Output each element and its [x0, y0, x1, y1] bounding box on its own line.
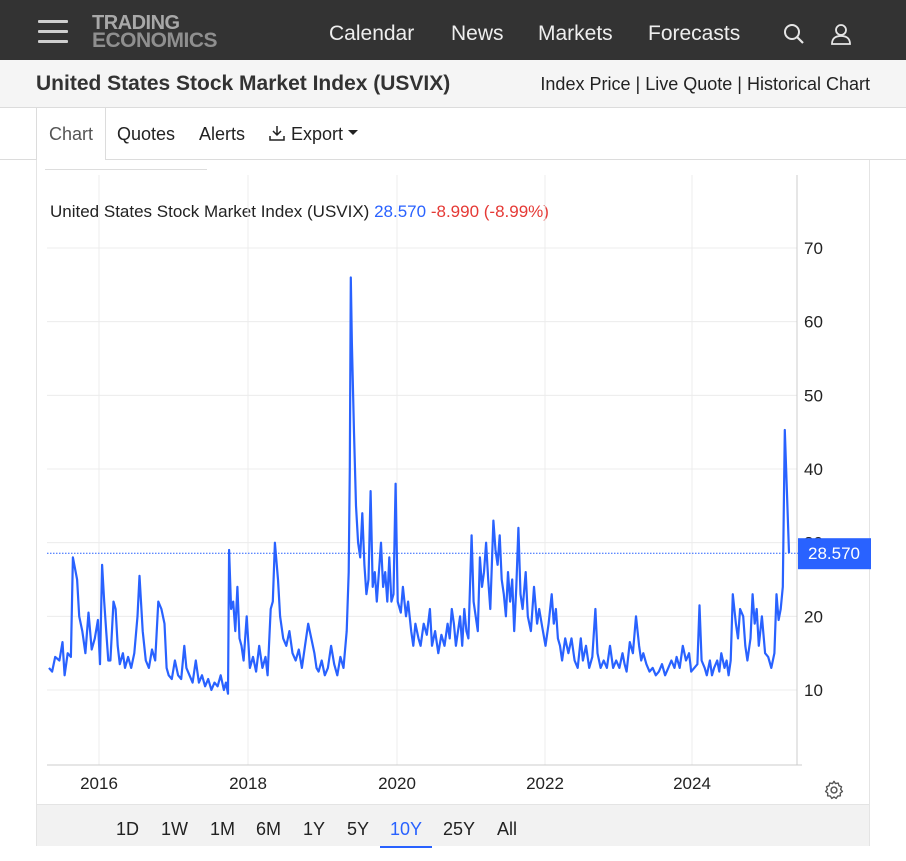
range-button-25y[interactable]: 25Y — [443, 819, 476, 839]
price-chart[interactable]: 102030405060702016201820202022202428.570 — [37, 160, 871, 804]
y-tick-label: 10 — [804, 681, 823, 700]
tab-bar: Chart Quotes Alerts Export — [0, 108, 906, 160]
nav-markets[interactable]: Markets — [538, 22, 613, 45]
settings-gear-icon[interactable] — [823, 779, 845, 801]
last-value-label: 28.570 — [808, 544, 860, 563]
nav-forecasts[interactable]: Forecasts — [648, 22, 741, 45]
legend-name: United States Stock Market Index (USVIX) — [50, 202, 370, 221]
range-button-1w[interactable]: 1W — [161, 819, 188, 839]
range-selector: 1D 1W 1M 6M 1Y 5Y 10Y 25Y All — [37, 804, 869, 848]
range-button-1d[interactable]: 1D — [116, 819, 140, 839]
tab-chart[interactable]: Chart — [36, 108, 107, 160]
legend-change: -8.990 (-8.99%) — [430, 202, 549, 221]
range-button-5y[interactable]: 5Y — [347, 819, 370, 839]
x-tick-label: 2022 — [526, 774, 564, 793]
link-historical-chart[interactable]: Historical Chart — [746, 74, 870, 94]
y-tick-label: 70 — [804, 239, 823, 258]
x-tick-label: 2020 — [378, 774, 416, 793]
nav-calendar[interactable]: Calendar — [329, 22, 415, 45]
logo-line1: TRADING — [92, 12, 180, 34]
x-tick-label: 2018 — [229, 774, 267, 793]
user-icon[interactable] — [829, 22, 853, 46]
range-button-all[interactable]: All — [497, 819, 518, 839]
tab-export[interactable]: Export — [268, 108, 359, 160]
nav-news[interactable]: News — [451, 22, 504, 45]
title-bar: United States Stock Market Index (USVIX)… — [0, 60, 906, 108]
menu-icon[interactable] — [38, 20, 68, 44]
title-links: Index Price | Live Quote | Historical Ch… — [540, 74, 870, 95]
x-tick-label: 2024 — [673, 774, 711, 793]
y-tick-label: 60 — [804, 313, 823, 332]
range-button-1m[interactable]: 1M — [210, 819, 236, 839]
chart-legend: United States Stock Market Index (USVIX)… — [50, 202, 549, 222]
logo[interactable]: TRADING ECONOMICS — [92, 12, 218, 52]
caret-down-icon — [348, 130, 359, 135]
range-button-10y[interactable]: 10Y — [380, 819, 433, 848]
export-label: Export — [291, 124, 344, 144]
tab-alerts[interactable]: Alerts — [199, 124, 246, 144]
logo-line2: ECONOMICS — [92, 29, 218, 52]
link-index-price[interactable]: Index Price — [540, 74, 631, 94]
search-icon[interactable] — [782, 22, 806, 46]
y-tick-label: 40 — [804, 460, 823, 479]
link-separator: | — [737, 74, 742, 94]
download-icon — [269, 126, 285, 141]
range-button-6m[interactable]: 6M — [256, 819, 282, 839]
y-tick-label: 20 — [804, 607, 823, 626]
legend-value: 28.570 — [374, 202, 427, 221]
y-tick-label: 50 — [804, 386, 823, 405]
link-live-quote[interactable]: Live Quote — [645, 74, 733, 94]
x-tick-label: 2016 — [80, 774, 118, 793]
last-value-badge — [798, 538, 871, 570]
symbol-search-input[interactable] — [45, 154, 207, 170]
link-separator: | — [635, 74, 641, 94]
series-line — [48, 276, 791, 695]
range-button-1y[interactable]: 1Y — [303, 819, 326, 839]
top-navbar: TRADING ECONOMICS Calendar News Markets … — [0, 0, 906, 60]
tab-quotes[interactable]: Quotes — [117, 124, 176, 144]
page-title: United States Stock Market Index (USVIX) — [36, 72, 451, 95]
chart-container: United States Stock Market Index (USVIX)… — [36, 160, 871, 848]
